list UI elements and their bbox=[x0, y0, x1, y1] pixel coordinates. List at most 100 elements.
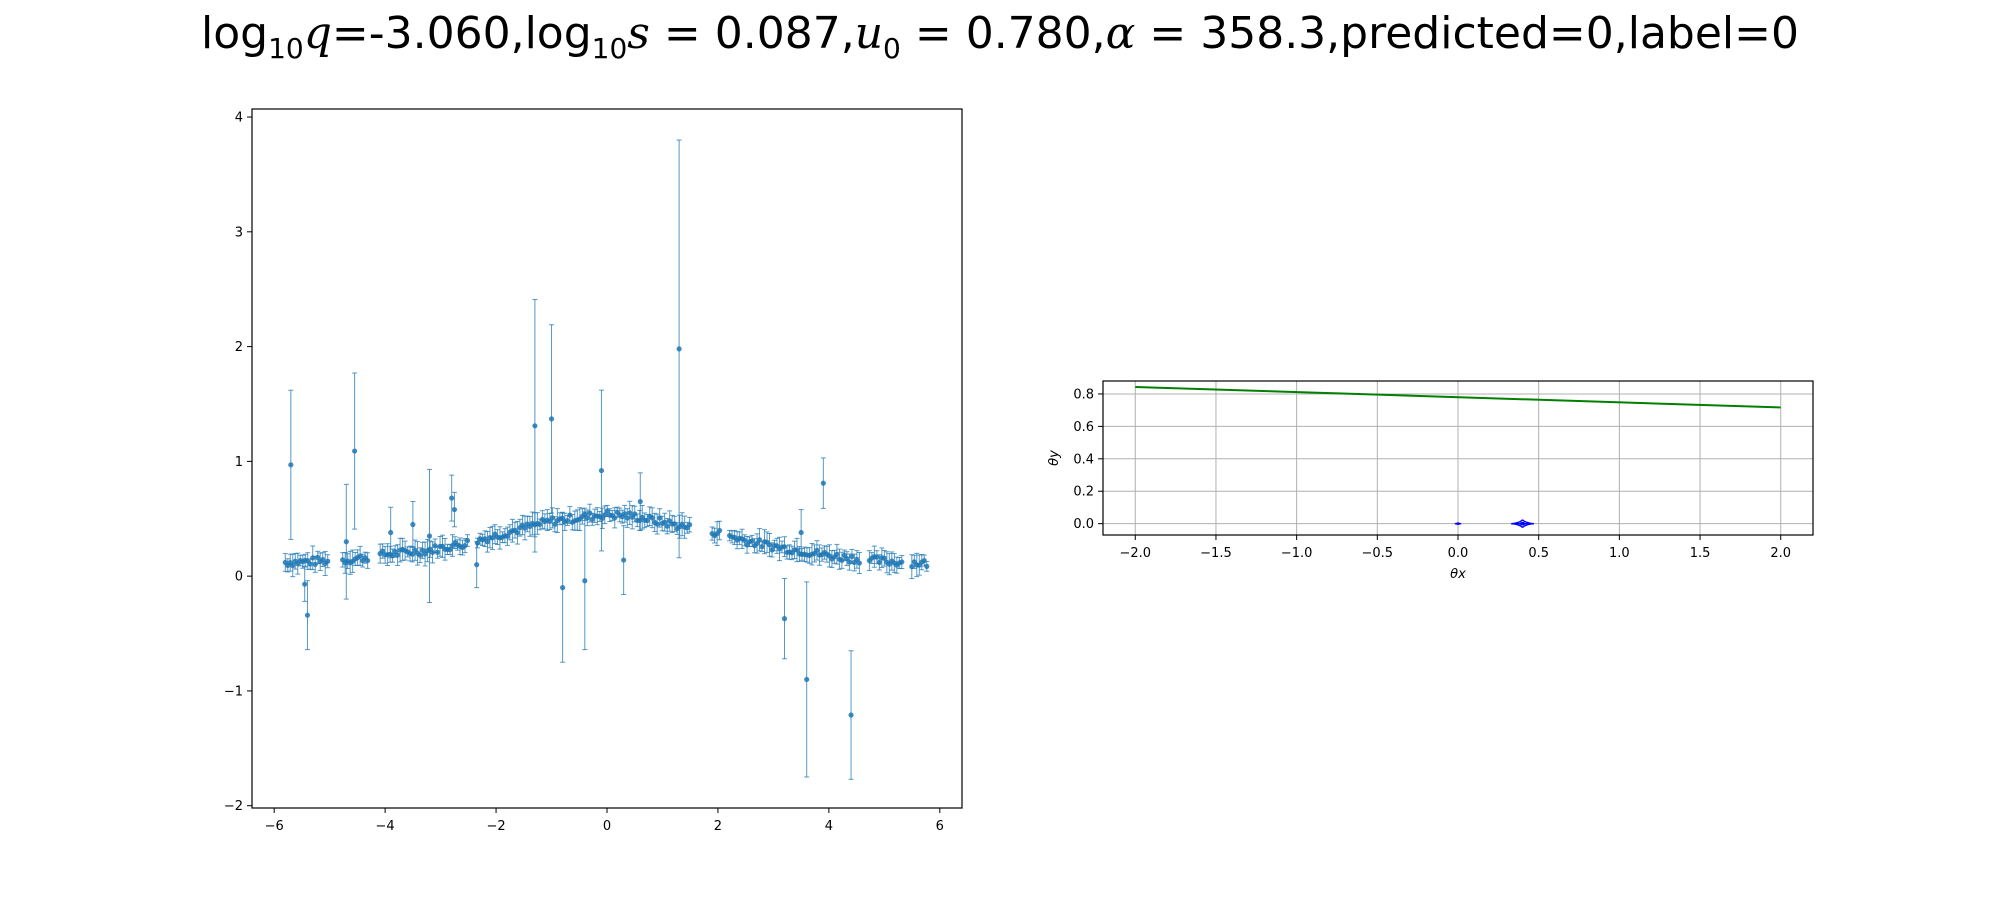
baseline-point-69 bbox=[484, 531, 491, 553]
baseline-point-marker bbox=[522, 525, 528, 531]
baseline-point-marker bbox=[749, 538, 755, 544]
baseline-point-78 bbox=[507, 524, 513, 541]
baseline-point-2 bbox=[287, 553, 293, 572]
baseline-point-marker bbox=[849, 553, 855, 560]
outlier-point-6 bbox=[410, 501, 416, 548]
title-s-base: 10 bbox=[591, 32, 628, 65]
baseline-point-marker bbox=[664, 523, 670, 529]
baseline-point-222 bbox=[909, 554, 915, 580]
baseline-point-marker bbox=[325, 558, 331, 564]
baseline-point-28 bbox=[365, 552, 371, 569]
baseline-point-marker bbox=[489, 535, 496, 541]
title-alpha-var: α bbox=[1105, 8, 1136, 59]
lens-geometry-ytick-label: 0.0 bbox=[1073, 517, 1094, 532]
outlier-point-4 bbox=[343, 483, 349, 600]
light-curve-xtick-label: −2 bbox=[486, 819, 505, 834]
baseline-point-marker bbox=[687, 522, 693, 528]
outlier-point-marker bbox=[304, 612, 311, 618]
outlier-point-22 bbox=[848, 650, 854, 780]
baseline-point-0 bbox=[282, 553, 288, 572]
baseline-point-marker bbox=[814, 547, 820, 553]
light-curve-xtick-label: 4 bbox=[825, 819, 833, 834]
outlier-point-7 bbox=[426, 468, 433, 604]
outlier-point-3 bbox=[352, 372, 358, 530]
lens-geometry-axes: −2.0 −1.5 −1.0 −0.5 0.0 0.5 1.0 1.5 2.0 0.0 0.2 0.4… bbox=[1047, 380, 1814, 582]
light-curve-ytick-label: 3 bbox=[235, 225, 243, 240]
baseline-point-marker bbox=[649, 515, 655, 521]
lens-geometry-ytick-label: 0.2 bbox=[1073, 485, 1094, 500]
outlier-point-11 bbox=[532, 299, 538, 553]
light-curve-xtick-label: 6 bbox=[936, 819, 944, 834]
baseline-point-marker bbox=[856, 560, 862, 566]
baseline-point-3 bbox=[290, 553, 296, 578]
baseline-point-194 bbox=[824, 545, 830, 563]
title-q-label: log bbox=[200, 8, 269, 59]
baseline-point-12 bbox=[312, 555, 318, 573]
baseline-point-marker bbox=[409, 551, 416, 557]
baseline-point-marker bbox=[874, 554, 880, 560]
title-u-sub: 0 bbox=[883, 32, 901, 65]
title-q-value: =-3.060, bbox=[331, 8, 525, 59]
baseline-point-140 bbox=[662, 512, 668, 532]
baseline-point-marker bbox=[921, 557, 927, 564]
baseline-point-marker bbox=[395, 552, 401, 558]
baseline-point-marker bbox=[854, 556, 860, 563]
baseline-point-214 bbox=[881, 549, 887, 567]
baseline-point-marker bbox=[624, 515, 630, 521]
figure-title: log10q=-3.060,log10s = 0.087,u0 = 0.780,… bbox=[0, 8, 2000, 65]
baseline-point-marker bbox=[504, 533, 511, 539]
baseline-point-64 bbox=[464, 534, 471, 547]
light-curve-ytick-label: 4 bbox=[235, 111, 243, 126]
outlier-point-marker bbox=[410, 521, 416, 528]
lens-geometry-ylabel: θy bbox=[1047, 450, 1062, 466]
baseline-point-126 bbox=[627, 500, 633, 526]
outlier-point-marker bbox=[451, 506, 458, 513]
baseline-point-123 bbox=[619, 509, 625, 524]
outlier-point-15 bbox=[598, 389, 605, 552]
lens-geometry-xtick-label: −2.0 bbox=[1119, 546, 1151, 561]
outlier-point-marker bbox=[621, 557, 627, 563]
baseline-point-marker bbox=[462, 543, 468, 549]
baseline-point-84 bbox=[522, 515, 528, 541]
lens-geometry-ytick-label: 0.4 bbox=[1073, 452, 1094, 467]
light-curve-ytick-label: 2 bbox=[235, 340, 243, 355]
light-curve-xtick-label: −6 bbox=[265, 819, 284, 834]
outlier-point-marker bbox=[848, 712, 854, 718]
baseline-point-marker bbox=[876, 559, 882, 566]
outlier-point-18 bbox=[676, 139, 682, 559]
outlier-point-13 bbox=[560, 512, 566, 663]
source-trajectory-line bbox=[1135, 385, 1781, 409]
outlier-point-marker bbox=[676, 346, 682, 352]
baseline-point-marker bbox=[584, 515, 590, 521]
outlier-point-marker bbox=[426, 533, 433, 539]
outlier-point-1 bbox=[304, 580, 311, 651]
caustic-1-core bbox=[1519, 521, 1526, 526]
outlier-point-8 bbox=[449, 474, 455, 522]
baseline-point-marker bbox=[315, 554, 321, 561]
baseline-point-153 bbox=[714, 521, 720, 547]
lens-geometry-xtick-label: −1.5 bbox=[1200, 546, 1232, 561]
baseline-point-228 bbox=[924, 560, 930, 572]
lens-geometry-xtick-label: −0.5 bbox=[1362, 546, 1394, 561]
lens-geometry-xtick-label: 0.0 bbox=[1448, 546, 1469, 561]
outlier-point-5 bbox=[388, 506, 394, 559]
baseline-point-15 bbox=[320, 552, 326, 567]
lens-geometry-xtick-label: 1.5 bbox=[1690, 546, 1711, 561]
baseline-point-190 bbox=[814, 540, 820, 561]
baseline-point-marker bbox=[307, 561, 313, 567]
baseline-point-marker bbox=[434, 549, 441, 555]
outlier-point-21 bbox=[820, 457, 826, 509]
baseline-point-150 bbox=[687, 516, 693, 533]
title-u-var: u bbox=[854, 8, 884, 59]
outlier-point-12 bbox=[548, 324, 555, 514]
baseline-point-216 bbox=[886, 553, 892, 576]
title-s-label: log bbox=[524, 8, 592, 59]
baseline-point-81 bbox=[514, 520, 521, 545]
baseline-point-120 bbox=[612, 507, 618, 529]
outlier-point-14 bbox=[582, 511, 588, 651]
baseline-point-marker bbox=[432, 543, 438, 549]
baseline-point-marker bbox=[419, 547, 426, 553]
baseline-point-marker bbox=[627, 510, 633, 516]
baseline-point-marker bbox=[741, 537, 748, 543]
baseline-point-72 bbox=[492, 524, 498, 545]
